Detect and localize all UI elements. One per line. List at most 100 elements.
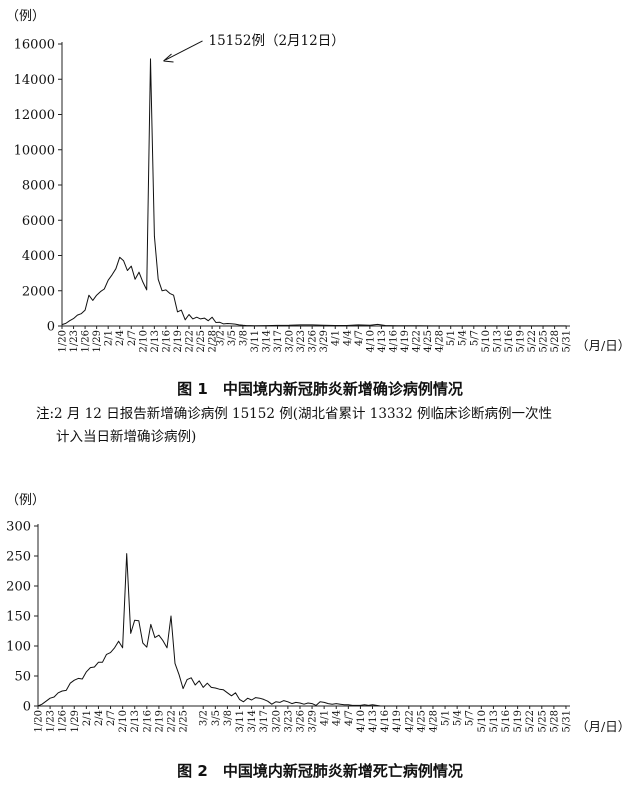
x-tick-label: 2/22 <box>185 330 196 352</box>
x-tick-label: 5/19 <box>515 330 526 352</box>
annotation-arrow-line <box>165 40 203 61</box>
x-tick-label: 3/11 <box>235 710 246 732</box>
x-tick-label: 5/4 <box>453 710 464 726</box>
x-tick-label: 5/13 <box>492 330 503 352</box>
y-tick-label: 300 <box>6 520 31 535</box>
x-tick-label: 1/26 <box>81 330 92 352</box>
y-tick-label: 16000 <box>14 38 55 53</box>
x-tick-label: 5/19 <box>513 710 524 732</box>
x-tick-label: 4/28 <box>428 710 439 732</box>
x-tick-label: 3/2 <box>215 330 226 346</box>
x-tick-label: 4/16 <box>380 710 391 732</box>
y-tick-label: 2000 <box>22 284 55 299</box>
x-tick-label: 4/4 <box>332 710 343 726</box>
x-tick-label: 2/25 <box>196 330 207 352</box>
y-tick-label: 8000 <box>22 179 55 194</box>
x-tick-label: 5/25 <box>539 330 550 352</box>
chart-1-new-confirmed: （例） 0 2000 4000 6000 8000 10000 12000 14000 16000… <box>6 9 630 353</box>
x-tick-label: 2/22 <box>167 710 178 732</box>
x-tick-label: 4/7 <box>344 710 355 726</box>
x-tick-label: 5/1 <box>441 710 452 726</box>
x-tick-label: 2/13 <box>130 710 141 732</box>
x-tick-label: 3/20 <box>271 710 282 732</box>
x-tick-label: 5/10 <box>477 710 488 732</box>
x-tick-label: 4/28 <box>435 330 446 352</box>
x-tick-label: 3/29 <box>308 710 319 732</box>
x-tick-label: 2/19 <box>154 710 165 732</box>
x-tick-label: 3/5 <box>227 330 238 346</box>
x-tick-label: 1/20 <box>58 330 69 352</box>
x-tick-label: 1/29 <box>70 710 81 732</box>
x-tick-label: 5/10 <box>481 330 492 352</box>
x-tick-label: 3/14 <box>247 710 258 732</box>
y-tick-label: 6000 <box>22 214 55 229</box>
y-tick-label: 0 <box>23 700 31 715</box>
x-tick-label: 5/7 <box>469 330 480 346</box>
y-tick-label: 10000 <box>14 143 55 158</box>
x-tick-label: 3/17 <box>259 710 270 732</box>
x-tick-label: 5/4 <box>458 330 469 346</box>
x-tick-label: 2/25 <box>179 710 190 732</box>
x-tick-label: 4/1 <box>331 330 342 346</box>
x-tick-label: 2/16 <box>142 710 153 732</box>
series-line-1 <box>61 58 567 327</box>
x-tick-label: 5/7 <box>465 710 476 726</box>
x-tick-label: 5/25 <box>537 710 548 732</box>
x-tick-label: 4/4 <box>342 330 353 346</box>
y-tick-label: 0 <box>47 320 55 335</box>
chart-2-caption: 图 2 中国境内新冠肺炎新增死亡病例情况 <box>177 762 463 780</box>
x-tick-label: 5/31 <box>562 330 573 352</box>
x-tick-label: 4/25 <box>416 710 427 732</box>
series-line-1 <box>37 553 566 707</box>
chart-1-caption: 图 1 中国境内新冠肺炎新增确诊病例情况 <box>177 380 463 398</box>
x-tick-label: 3/26 <box>295 710 306 732</box>
y-tick-label: 4000 <box>22 249 55 264</box>
x-tick-label: 5/22 <box>525 710 536 732</box>
y-tick-label: 50 <box>14 670 31 685</box>
x-tick-label: 5/13 <box>489 710 500 732</box>
x-tick-label: 1/29 <box>92 330 103 352</box>
x-tick-label: 2/10 <box>138 330 149 352</box>
x-tick-label: 1/20 <box>34 710 45 732</box>
x-tick-label: 3/11 <box>250 330 261 352</box>
x-tick-label: 2/1 <box>104 330 115 346</box>
y-axis-unit-label: （例） <box>6 493 45 508</box>
y-axis-unit-label: （例） <box>6 9 45 24</box>
x-tick-label: 3/23 <box>283 710 294 732</box>
y-tick-label: 12000 <box>14 108 55 123</box>
x-tick-label: 3/20 <box>285 330 296 352</box>
x-tick-label: 4/25 <box>423 330 434 352</box>
y-tick-label: 250 <box>6 550 31 565</box>
x-tick-label: 3/26 <box>308 330 319 352</box>
annotation-arrow-head <box>163 53 174 63</box>
x-tick-label: 3/5 <box>211 710 222 726</box>
x-tick-label: 4/22 <box>404 710 415 732</box>
x-tick-label: 4/13 <box>377 330 388 352</box>
annotation-peak-label: 15152例（2月12日） <box>209 33 345 49</box>
x-tick-label: 5/28 <box>549 710 560 732</box>
x-tick-label: 2/4 <box>94 710 105 726</box>
x-tick-label: 5/16 <box>504 330 515 352</box>
x-tick-label: 5/31 <box>561 710 572 732</box>
x-tick-label: 1/23 <box>69 330 80 352</box>
x-tick-label: 4/22 <box>412 330 423 352</box>
x-tick-label: 3/17 <box>273 330 284 352</box>
x-axis-unit-label: （月/日） <box>576 719 630 734</box>
chart-1-note-line-2: 计入当日新增确诊病例) <box>56 429 197 445</box>
x-tick-label: 4/10 <box>365 330 376 352</box>
x-tick-label: 4/19 <box>400 330 411 352</box>
x-tick-label: 5/1 <box>446 330 457 346</box>
y-tick-label: 150 <box>6 610 31 625</box>
x-tick-label: 4/13 <box>368 710 379 732</box>
x-tick-label: 2/19 <box>173 330 184 352</box>
x-tick-label: 3/23 <box>296 330 307 352</box>
x-tick-label: 2/4 <box>115 330 126 346</box>
x-tick-label: 4/19 <box>392 710 403 732</box>
y-tick-label: 14000 <box>14 73 55 88</box>
x-tick-label: 2/16 <box>161 330 172 352</box>
x-tick-label: 4/10 <box>356 710 367 732</box>
x-tick-label: 3/8 <box>223 710 234 726</box>
x-tick-label: 1/23 <box>46 710 57 732</box>
x-tick-label: 2/13 <box>150 330 161 352</box>
